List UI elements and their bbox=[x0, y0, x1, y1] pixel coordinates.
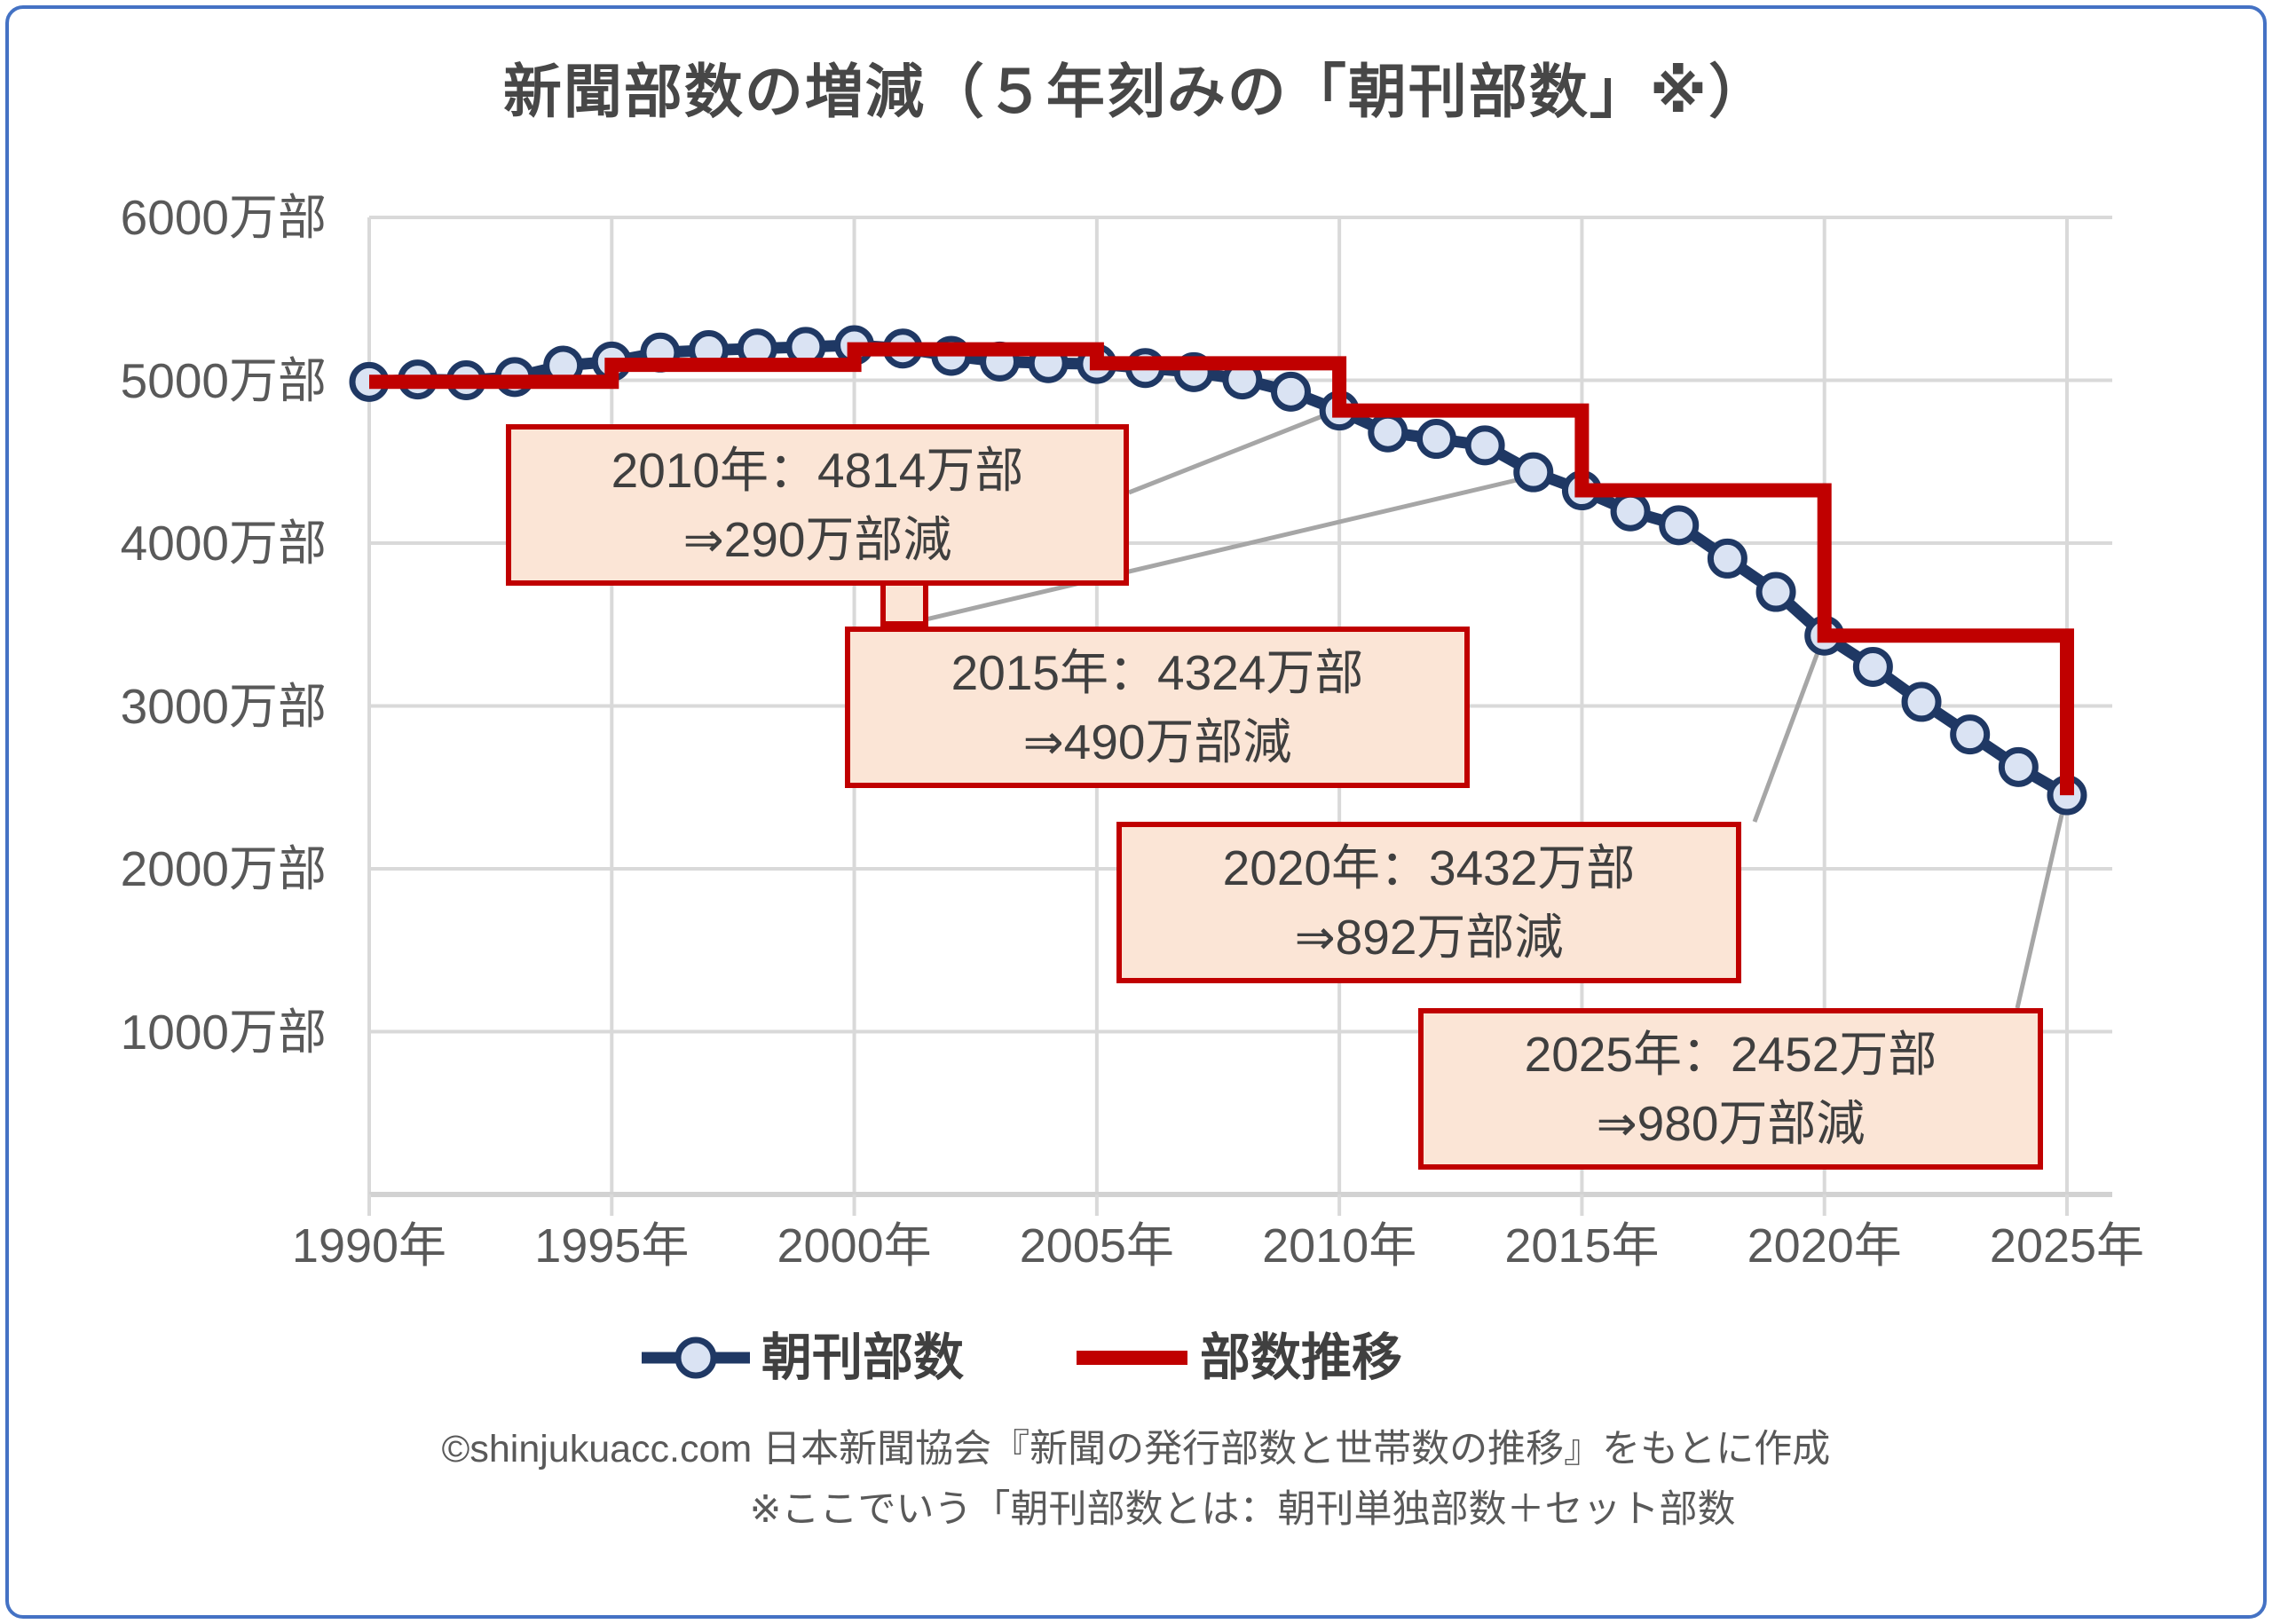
y-axis-label: 6000万部 bbox=[120, 190, 327, 245]
morning-circulation-marker bbox=[1707, 538, 1747, 579]
morning-circulation-marker bbox=[1755, 572, 1796, 612]
callout-tail bbox=[880, 579, 928, 627]
x-axis-label: 2005年 bbox=[1019, 1219, 1174, 1273]
x-axis-label: 2010年 bbox=[1262, 1219, 1417, 1273]
y-axis-label: 4000万部 bbox=[120, 516, 327, 571]
callout-line1: 2015年：4324万部 bbox=[951, 644, 1364, 700]
chart-title: 新聞部数の増減（５年刻みの「朝刊部数」※） bbox=[502, 59, 1770, 124]
leader-line bbox=[2015, 799, 2068, 1009]
callout-box-2025: 2025年：2452万部 ⇒980万部減 bbox=[1418, 1008, 2043, 1170]
x-axis-label: 2025年 bbox=[1989, 1219, 2145, 1273]
leader-line bbox=[1128, 410, 1332, 495]
x-axis-label: 2015年 bbox=[1504, 1219, 1660, 1273]
morning-circulation-marker bbox=[1270, 371, 1311, 412]
morning-circulation-marker bbox=[1998, 746, 2039, 787]
morning-circulation-marker bbox=[1659, 505, 1700, 546]
callout-line2: ⇒490万部減 bbox=[1022, 714, 1292, 769]
x-axis-label: 1995年 bbox=[534, 1219, 690, 1273]
step-transition-line bbox=[369, 342, 2074, 796]
callout-box-2010: 2010年：4814万部 ⇒290万部減 bbox=[506, 424, 1129, 586]
legend-swatch-morning-marker bbox=[674, 1336, 717, 1379]
footer-source-credit: ©shinjukuacc.com 日本新聞協会『新聞の発行部数と世帯数の推移』を… bbox=[441, 1428, 1831, 1470]
morning-circulation-marker bbox=[1610, 491, 1651, 532]
y-axis-label: 3000万部 bbox=[120, 678, 327, 734]
morning-circulation-marker bbox=[1950, 714, 1991, 755]
x-axis-label: 1990年 bbox=[291, 1219, 447, 1273]
morning-circulation-marker bbox=[1416, 419, 1456, 460]
morning-circulation-marker bbox=[1368, 412, 1408, 453]
callout-box-2015: 2015年：4324万部 ⇒490万部減 bbox=[845, 627, 1470, 788]
callout-line2: ⇒980万部減 bbox=[1596, 1096, 1866, 1151]
y-axis-label: 2000万部 bbox=[120, 841, 327, 896]
morning-circulation-marker bbox=[1464, 425, 1505, 466]
callout-line1: 2010年：4814万部 bbox=[611, 442, 1024, 498]
callout-line1: 2020年：3432万部 bbox=[1222, 840, 1636, 895]
x-axis-label: 2020年 bbox=[1747, 1219, 1902, 1273]
morning-circulation-marker bbox=[1852, 646, 1893, 687]
legend-label-busu-suii: 部数推移 bbox=[1200, 1329, 1402, 1386]
legend-label-asahan-busu: 朝刊部数 bbox=[761, 1329, 964, 1386]
leader-line bbox=[1752, 640, 1825, 823]
footer-note: ※ここでいう「朝刊部数とは：朝刊単独部数＋セット部数 bbox=[749, 1488, 1736, 1531]
x-axis-label: 2000年 bbox=[777, 1219, 932, 1273]
callout-line2: ⇒892万部減 bbox=[1294, 910, 1564, 965]
callout-box-2020: 2020年：3432万部 ⇒892万部減 bbox=[1116, 822, 1741, 983]
callout-line2: ⇒290万部減 bbox=[682, 512, 952, 567]
morning-circulation-marker bbox=[1513, 452, 1554, 493]
y-axis-label: 1000万部 bbox=[120, 1004, 327, 1060]
callout-line1: 2025年：2452万部 bbox=[1524, 1026, 1937, 1082]
leader-line bbox=[891, 473, 1536, 630]
y-axis-label: 5000万部 bbox=[120, 352, 327, 408]
morning-circulation-marker bbox=[1901, 682, 1942, 722]
